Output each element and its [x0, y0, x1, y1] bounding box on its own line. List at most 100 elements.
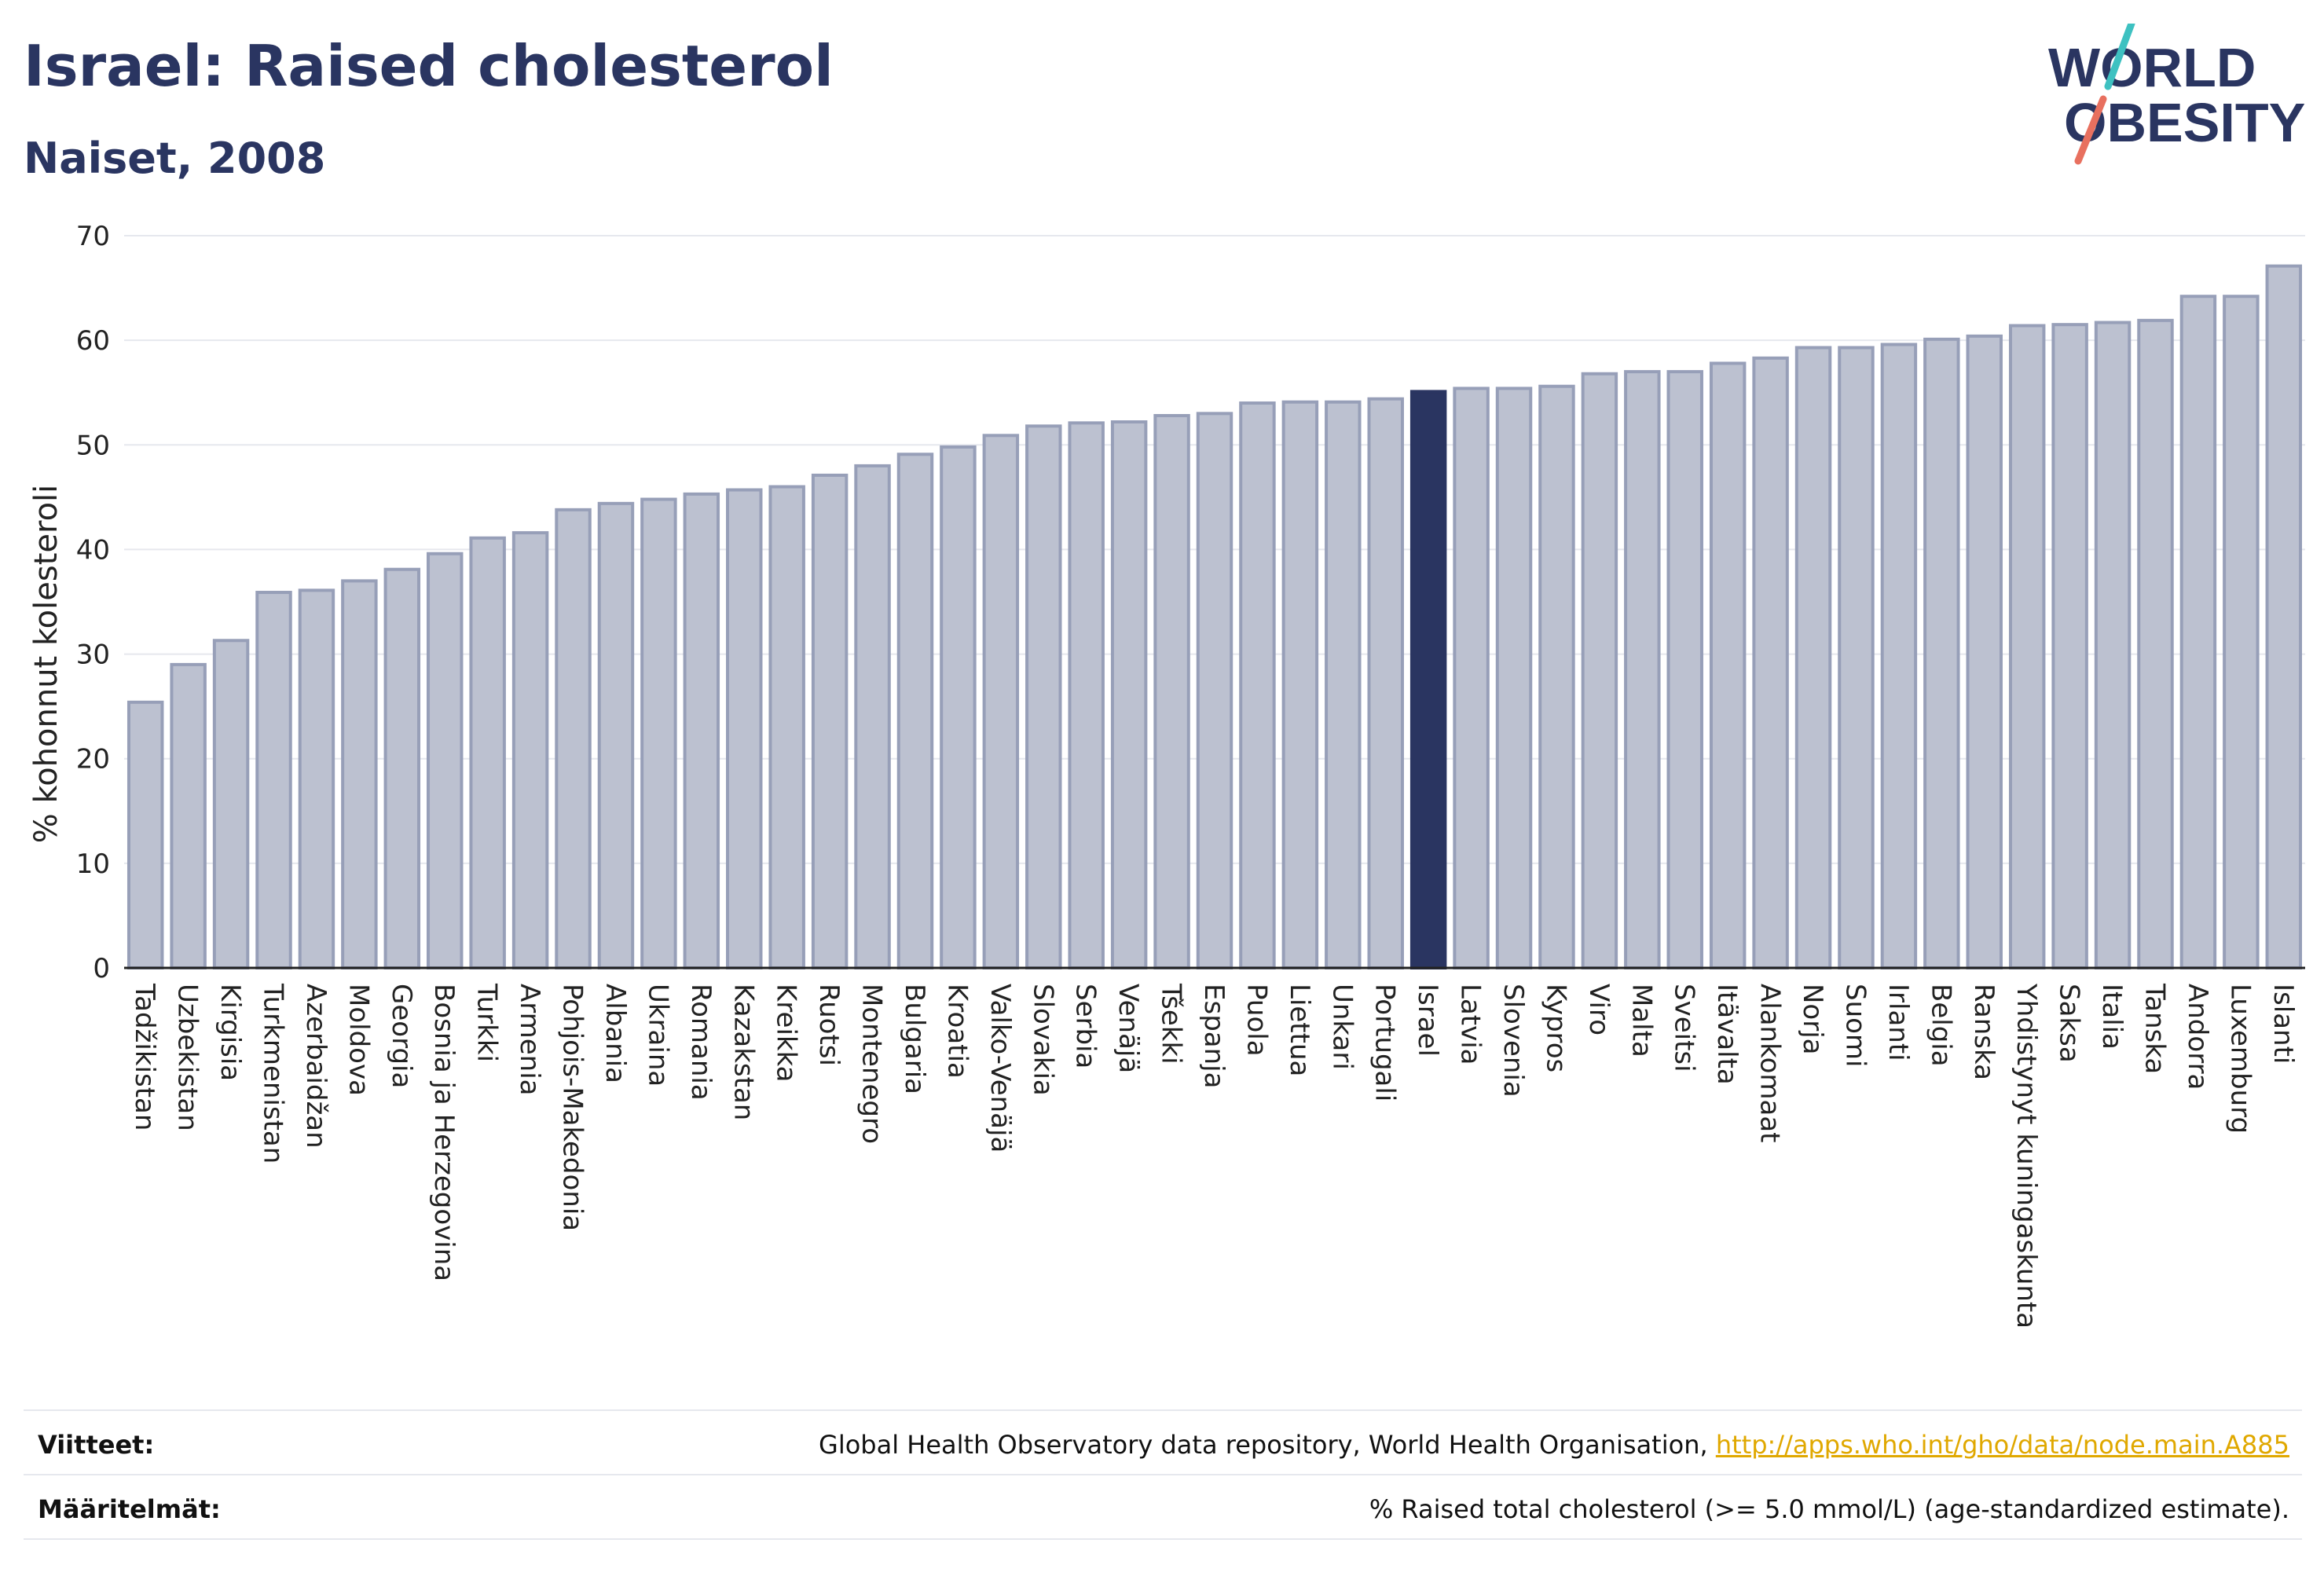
- y-tick-label: 60: [76, 325, 110, 357]
- bar-ruotsi: [811, 473, 849, 969]
- x-tick-label: Latvia: [1455, 984, 1486, 1065]
- bars: [126, 264, 2303, 970]
- x-tick-label: Bulgaria: [899, 984, 930, 1094]
- bar-espanja: [1196, 412, 1233, 969]
- y-tick-label: 40: [76, 534, 110, 566]
- x-tick-label: Saksa: [2054, 984, 2085, 1063]
- sources-value: Global Health Observatory data repositor…: [819, 1430, 2289, 1460]
- x-tick-label: Luxemburg: [2224, 984, 2256, 1134]
- bar-sveitsi: [1666, 370, 1703, 970]
- bar-unkari: [1325, 400, 1362, 969]
- bar-serbia: [1068, 421, 1105, 969]
- x-tick-label: Georgia: [386, 984, 417, 1088]
- x-tick-label: Sveitsi: [1669, 984, 1700, 1072]
- x-tick-label: Turkmenistan: [258, 983, 289, 1164]
- x-tick-label: Belgia: [1925, 984, 1956, 1067]
- bar-saksa: [2051, 323, 2088, 969]
- x-tick-label: Kypros: [1540, 984, 1571, 1072]
- x-tick-label: Montenegro: [856, 984, 888, 1144]
- x-tick-label: Venäjä: [1113, 984, 1144, 1073]
- bar-pohjois-makedonia: [555, 508, 592, 969]
- bar-luxemburg: [2223, 295, 2260, 970]
- x-axis-ticks: Tadžikistan Uzbekistan Kirgisia Turkmenista…: [124, 966, 2305, 1329]
- x-tick-label: Unkari: [1326, 984, 1358, 1070]
- bar-turkki: [469, 536, 506, 969]
- x-tick-label: Italia: [2096, 984, 2128, 1050]
- x-tick-label: Turkki: [471, 983, 503, 1062]
- x-tick-label: Ukraina: [642, 984, 673, 1087]
- x-tick-label: Espanja: [1198, 984, 1230, 1088]
- bar-portugali: [1367, 397, 1404, 969]
- bar-ranska: [1966, 334, 2003, 969]
- bar-tad-ikistan: [126, 700, 164, 969]
- bar-moldova: [341, 579, 378, 969]
- y-axis-label: % kohonnut kolesteroli: [28, 485, 64, 844]
- bar-slovakia: [1025, 424, 1062, 969]
- x-tick-label: Kazakstan: [728, 984, 759, 1120]
- definitions-value: % Raised total cholesterol (>= 5.0 mmol/…: [1369, 1494, 2289, 1524]
- bar-viro: [1581, 372, 1618, 969]
- bar-albania: [597, 501, 635, 969]
- bar-yhdistynyt-kuningaskunta: [2008, 324, 2046, 969]
- bar-kypros: [1538, 384, 1575, 969]
- x-tick-label: Norja: [1797, 984, 1828, 1055]
- bar-italia: [2094, 321, 2132, 970]
- bar-suomi: [1838, 346, 1875, 970]
- bar-bulgaria: [896, 453, 934, 969]
- x-tick-label: Azerbaidžan: [300, 984, 332, 1149]
- y-tick-label: 30: [76, 640, 110, 671]
- bar-valko-ven-j-: [982, 434, 1020, 969]
- bar-liettua: [1281, 400, 1319, 969]
- footer-divider: [24, 1538, 2302, 1540]
- x-tick-label: Suomi: [1839, 984, 1871, 1068]
- bar-belgia: [1923, 337, 1960, 970]
- sources-link[interactable]: http://apps.who.int/gho/data/node.main.A…: [1715, 1430, 2289, 1460]
- bar-ukraina: [640, 497, 677, 969]
- x-tick-label: Pohjois-Makedonia: [557, 984, 588, 1231]
- bar-alankomaat: [1752, 356, 1789, 969]
- y-tick-label: 50: [76, 430, 110, 461]
- x-tick-label: Liettua: [1284, 984, 1315, 1076]
- chart-subtitle: Naiset, 2008: [24, 134, 326, 183]
- y-tick-label: 0: [93, 953, 110, 984]
- bar-kroatia: [940, 445, 977, 969]
- bar-islanti: [2265, 264, 2303, 969]
- bar-norja: [1794, 346, 1832, 970]
- bar-turkmenistan: [255, 591, 292, 969]
- logo-slash-teal: [2104, 24, 2135, 90]
- x-tick-label: Serbia: [1070, 984, 1102, 1068]
- x-tick-label: Kreikka: [771, 984, 802, 1083]
- bar-azerbaid-an: [298, 588, 335, 970]
- bar-georgia: [383, 567, 421, 969]
- definitions-label: Määritelmät:: [38, 1494, 221, 1524]
- x-tick-label: Irlanti: [1882, 984, 1914, 1061]
- x-tick-label: Albania: [599, 984, 631, 1083]
- bar-it-valta: [1709, 361, 1747, 970]
- sources-text: Global Health Observatory data repositor…: [819, 1430, 1716, 1460]
- bar-uzbekistan: [170, 662, 207, 970]
- y-axis-ticks: 0 10 20 30 40 50 60 70: [76, 221, 110, 984]
- x-tick-label: Slovakia: [1027, 984, 1058, 1096]
- x-tick-label: Yhdistynyt kuningaskunta: [2011, 983, 2042, 1329]
- bar-t-ekki: [1153, 414, 1190, 969]
- x-tick-label: Bosnia ja Herzegovina: [428, 984, 460, 1281]
- world-obesity-logo: WORLD OBESITY: [2048, 24, 2305, 165]
- bar-romania: [683, 492, 720, 969]
- bar-chart: 0 10 20 30 40 50 60 70 Tadžikistan Uzbekistan Kir…: [28, 221, 2305, 1329]
- x-tick-label: Islanti: [2267, 984, 2299, 1064]
- x-tick-label: Moldova: [343, 984, 374, 1096]
- x-tick-label: Israel: [1412, 984, 1443, 1057]
- x-tick-label: Itävalta: [1711, 984, 1743, 1085]
- bar-irlanti: [1880, 343, 1918, 969]
- sources-label: Viitteet:: [38, 1430, 155, 1460]
- x-tick-label: Slovenia: [1497, 984, 1529, 1098]
- bar-malta: [1624, 370, 1661, 970]
- x-tick-label: Tšekki: [1156, 983, 1187, 1065]
- x-tick-label: Uzbekistan: [172, 984, 203, 1131]
- x-tick-label: Malta: [1626, 984, 1657, 1057]
- x-tick-label: Ruotsi: [813, 984, 845, 1066]
- logo-slash-coral: [2074, 95, 2107, 165]
- bar-armenia: [511, 531, 549, 969]
- x-tick-label: Andorra: [2182, 984, 2213, 1090]
- x-tick-label: Kroatia: [941, 984, 973, 1079]
